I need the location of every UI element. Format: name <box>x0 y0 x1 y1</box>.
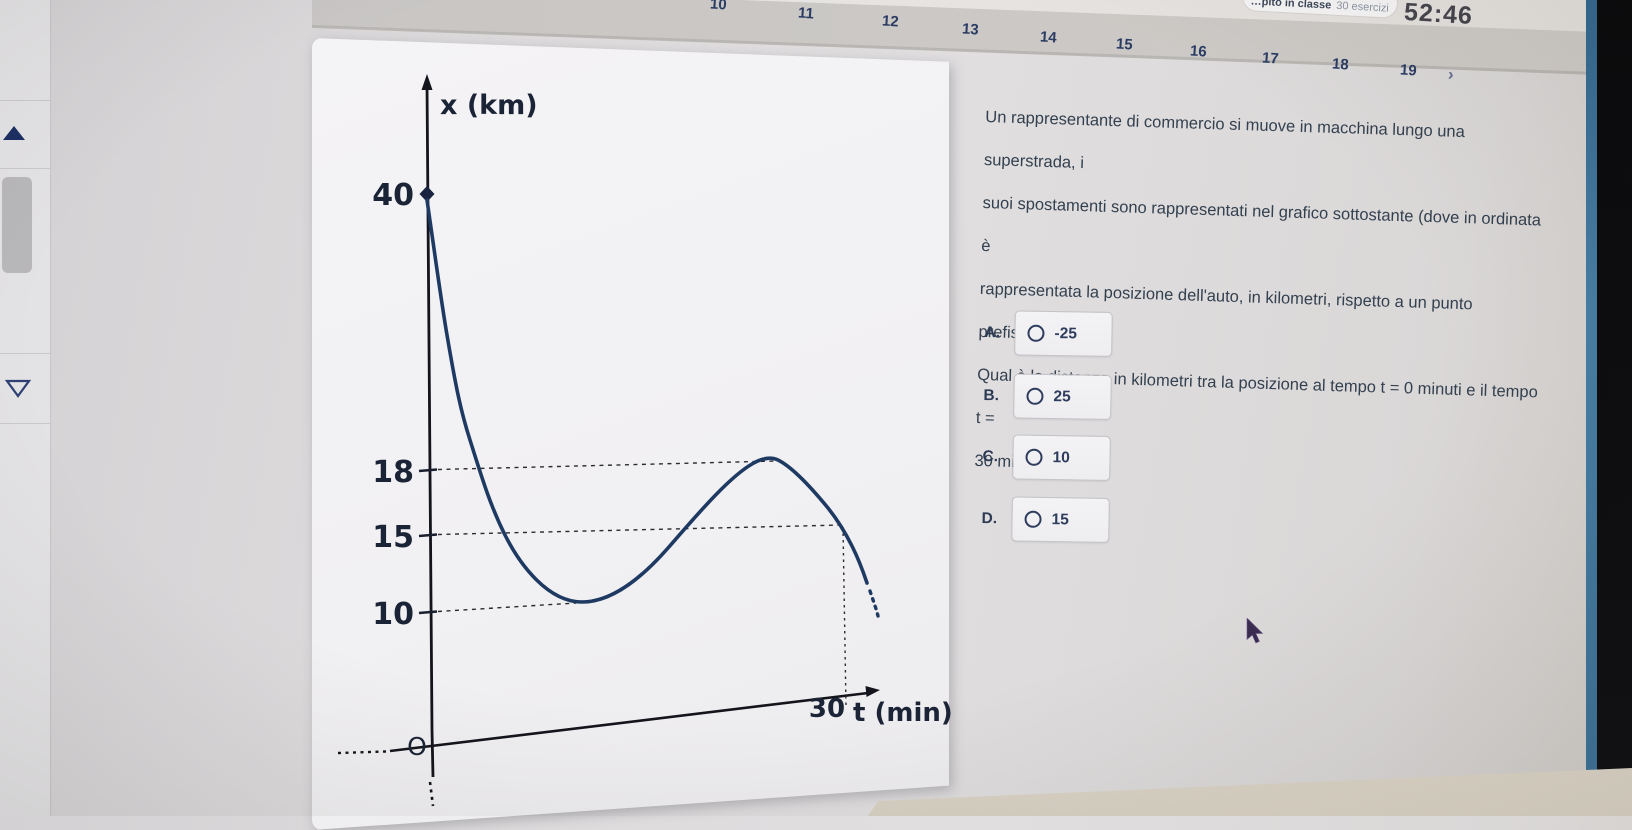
left-scrollbar[interactable] <box>0 0 51 816</box>
tabs-next-chevron-icon[interactable]: › <box>1447 64 1455 85</box>
option-letter-c: C. <box>982 447 999 465</box>
scroll-down-icon[interactable] <box>5 379 31 399</box>
option-b-box[interactable]: 25 <box>1013 373 1112 420</box>
tab-question-19[interactable]: 19 <box>1399 61 1418 80</box>
option-row-d: D. 15 <box>981 496 1110 543</box>
position-curve-dotted-tail <box>868 589 880 618</box>
option-c-box[interactable]: 10 <box>1012 434 1111 481</box>
option-letter-d: D. <box>981 509 998 527</box>
tab-question-18[interactable]: 18 <box>1331 55 1350 74</box>
tab-question-17[interactable]: 17 <box>1261 49 1280 68</box>
scrollbar-thumb[interactable] <box>2 177 32 273</box>
pill-exercise-count: 30 esercizi <box>1335 0 1390 15</box>
radio-option-b[interactable] <box>1026 387 1044 405</box>
x-tick-30: 30 <box>809 694 845 724</box>
x-axis-label: t (min) <box>853 698 953 728</box>
tab-question-15[interactable]: 15 <box>1115 35 1134 54</box>
y-tick-15: 15 <box>372 520 414 555</box>
screen-edge-blue-strip <box>1586 0 1597 782</box>
radio-option-c[interactable] <box>1025 448 1043 466</box>
y-axis-label: x (km) <box>440 90 538 121</box>
divider <box>0 423 50 424</box>
option-row-a: A. -25 <box>984 310 1113 358</box>
mouse-cursor-icon <box>1246 618 1264 644</box>
tab-question-14[interactable]: 14 <box>1039 28 1058 47</box>
option-c-value: 10 <box>1052 448 1070 466</box>
y-tick-10: 10 <box>372 597 414 632</box>
option-a-box[interactable]: -25 <box>1014 310 1113 358</box>
tab-question-10[interactable]: 10 <box>709 0 728 14</box>
tab-question-12[interactable]: 12 <box>881 12 900 31</box>
scroll-up-icon[interactable] <box>3 126 25 140</box>
option-row-b: B. 25 <box>983 373 1112 420</box>
tab-question-11[interactable]: 11 <box>797 4 815 23</box>
y-tick-40: 40 <box>372 178 414 213</box>
divider <box>0 100 50 101</box>
divider <box>0 168 50 169</box>
y-tick-18: 18 <box>372 455 414 490</box>
pill-test-name: …pito in classe <box>1250 0 1332 12</box>
position-time-graph: x (km) 40 18 15 10 O 30 t (min) <box>337 74 953 807</box>
tab-question-13[interactable]: 13 <box>961 20 980 39</box>
tab-question-16[interactable]: 16 <box>1189 42 1208 61</box>
option-b-value: 25 <box>1053 387 1071 405</box>
option-d-value: 15 <box>1051 510 1069 528</box>
option-row-c: C. 10 <box>982 434 1111 481</box>
divider <box>0 353 50 354</box>
option-a-value: -25 <box>1054 324 1078 342</box>
position-curve <box>425 198 869 604</box>
start-point-marker <box>419 186 435 202</box>
option-letter-a: A. <box>984 323 1001 341</box>
radio-option-d[interactable] <box>1024 510 1042 528</box>
option-d-box[interactable]: 15 <box>1011 496 1110 543</box>
origin-label: O <box>407 732 427 761</box>
option-letter-b: B. <box>983 386 1000 404</box>
countdown-timer: 52:46 <box>1403 0 1474 31</box>
radio-option-a[interactable] <box>1027 324 1045 342</box>
off-screen-black-area <box>1597 0 1632 816</box>
